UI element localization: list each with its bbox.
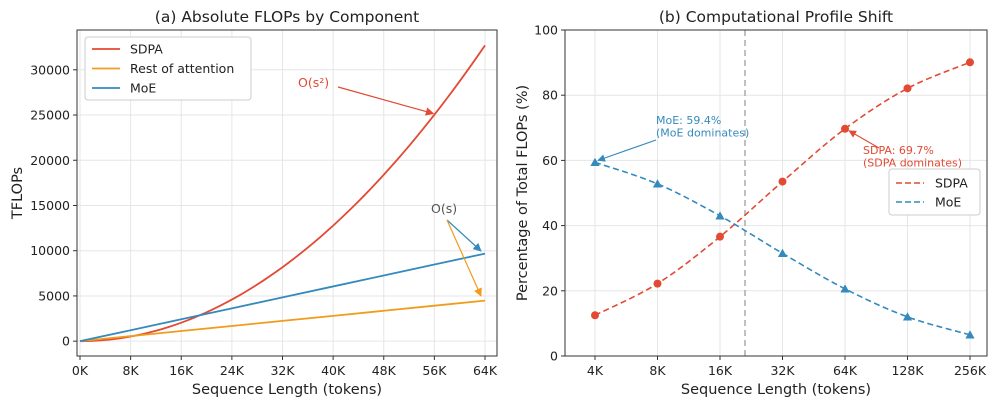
y-axis-label: Percentage of Total FLOPs (%) [515, 85, 531, 301]
tick-label-x-8k: 8K [123, 363, 140, 378]
tick-label-x-4k: 4K [587, 363, 604, 378]
annotation-moe: MoE: 59.4% (MoE dominates) [656, 114, 749, 140]
annotation-sdpa-line-0: SDPA: 69.7% [863, 144, 934, 157]
tick-label-y-10000: 10000 [30, 243, 70, 258]
plot-frame [564, 29, 988, 357]
chart-absolute-flops: 0K 8K 16K 24K 32K 40K 48K 56K 64K 0 5000 10000 15000… [10, 8, 498, 398]
point-moe-256k [965, 330, 975, 339]
tick-label-x-32k: 32K [770, 363, 795, 378]
legend-label-moe: MoE [935, 195, 961, 210]
annotation-sdpa: SDPA: 69.7% (SDPA dominates) [863, 144, 962, 170]
y-axis-label: TFLOPs [10, 167, 26, 220]
tick-label-y-0: 0 [550, 349, 558, 364]
annotation-arrow-sdpa [848, 130, 880, 149]
legend: SDPA MoE [888, 168, 981, 216]
point-moe-32k [777, 248, 788, 257]
tick-label-x-48k: 48K [372, 363, 397, 378]
annotation-linear: O(s) [431, 201, 457, 216]
series-line-sdpa [79, 44, 486, 343]
annotation-arrow-linear-moe [446, 219, 482, 252]
x-axis-label: Sequence Length (tokens) [681, 382, 871, 398]
tick-label-x-128k: 128K [891, 363, 924, 378]
point-moe-8k [652, 179, 663, 188]
legend-box [84, 36, 252, 101]
point-sdpa-32k [778, 177, 787, 186]
series-line-moe [79, 252, 486, 343]
annotation-quadratic: O(s²) [298, 75, 329, 90]
point-moe-4k [590, 157, 600, 167]
tick-label-x-24k: 24K [220, 363, 245, 378]
tick-label-y-5000: 5000 [38, 288, 70, 303]
tick-label-y-60: 60 [542, 153, 558, 168]
point-sdpa-4k [591, 311, 599, 320]
tick-label-y-20: 20 [542, 283, 558, 298]
tick-label-x-64k: 64K [833, 363, 858, 378]
tick-label-y-80: 80 [542, 88, 558, 103]
tick-label-x-64k: 64K [473, 363, 498, 378]
chart-title: (a) Absolute FLOPs by Component [155, 8, 419, 26]
point-moe-16k [715, 211, 725, 220]
legend: SDPA Rest of attention MoE [84, 36, 252, 101]
tick-label-y-20000: 20000 [30, 153, 70, 168]
x-axis-label: Sequence Length (tokens) [192, 382, 382, 398]
point-sdpa-8k [653, 279, 662, 288]
chart-title: (b) Computational Profile Shift [659, 8, 893, 26]
annotation-arrow-quadratic [337, 86, 435, 116]
tick-label-y-15000: 15000 [30, 198, 70, 213]
point-moe-64k [840, 284, 850, 293]
point-moe-128k [902, 312, 913, 321]
tick-label-x-16k: 16K [708, 363, 733, 378]
point-sdpa-256k [966, 58, 974, 67]
legend-label-sdpa: SDPA [130, 42, 163, 57]
tick-label-y-100: 100 [534, 23, 558, 38]
tick-label-y-40: 40 [542, 218, 558, 233]
legend-label-rest-of-attention: Rest of attention [130, 61, 234, 76]
point-sdpa-64k [841, 124, 849, 133]
tick-label-x-40k: 40K [321, 363, 346, 378]
annotation-sdpa-line-1: (SDPA dominates) [863, 157, 962, 170]
tick-label-y-0: 0 [62, 334, 70, 349]
tick-label-y-25000: 25000 [30, 108, 70, 123]
legend-box [888, 168, 981, 216]
chart-profile-shift: 4K 8K 16K 32K 64K 128K 256K 0 20 40 60 80 100 (b) Com… [515, 8, 988, 398]
tick-label-x-16k: 16K [169, 363, 194, 378]
tick-label-x-256k: 256K [954, 363, 987, 378]
annotation-moe-line-0: MoE: 59.4% [656, 114, 721, 127]
plot-frame [76, 29, 498, 357]
tick-label-y-30000: 30000 [30, 62, 70, 77]
tick-label-x-8k: 8K [649, 363, 666, 378]
annotation-arrow-moe [597, 139, 657, 162]
legend-label-sdpa: SDPA [935, 176, 968, 191]
annotation-moe-line-1: (MoE dominates) [656, 127, 749, 140]
tick-label-x-56k: 56K [422, 363, 447, 378]
series-line-rest-of-attention [79, 299, 486, 343]
annotation-arrow-linear-rest [446, 219, 482, 297]
tick-label-x-32k: 32K [270, 363, 295, 378]
point-sdpa-128k [903, 84, 912, 93]
legend-label-moe: MoE [130, 81, 156, 96]
tick-label-x-0k: 0K [72, 363, 89, 378]
point-sdpa-16k [716, 232, 724, 241]
